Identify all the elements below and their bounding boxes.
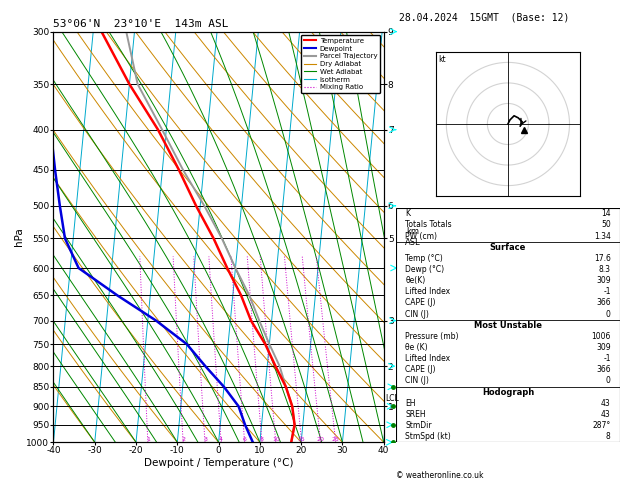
Text: 53°06'N  23°10'E  143m ASL: 53°06'N 23°10'E 143m ASL <box>53 19 229 30</box>
Text: 8.3: 8.3 <box>599 265 611 274</box>
Text: 4: 4 <box>219 437 223 442</box>
Text: 28.04.2024  15GMT  (Base: 12): 28.04.2024 15GMT (Base: 12) <box>399 12 570 22</box>
Y-axis label: hPa: hPa <box>13 227 23 246</box>
Text: Pressure (mb): Pressure (mb) <box>405 332 459 341</box>
Text: θe (K): θe (K) <box>405 343 428 352</box>
Text: Lifted Index: Lifted Index <box>405 354 450 363</box>
Text: 3: 3 <box>203 437 207 442</box>
Text: Most Unstable: Most Unstable <box>474 321 542 330</box>
Text: CAPE (J): CAPE (J) <box>405 298 436 308</box>
Text: StmSpd (kt): StmSpd (kt) <box>405 432 451 441</box>
Text: 15: 15 <box>298 437 306 442</box>
Text: Totals Totals: Totals Totals <box>405 220 452 229</box>
Text: 8: 8 <box>260 437 264 442</box>
X-axis label: Dewpoint / Temperature (°C): Dewpoint / Temperature (°C) <box>144 458 293 468</box>
Text: 43: 43 <box>601 410 611 419</box>
Legend: Temperature, Dewpoint, Parcel Trajectory, Dry Adiabat, Wet Adiabat, Isotherm, Mi: Temperature, Dewpoint, Parcel Trajectory… <box>301 35 380 93</box>
Text: Hodograph: Hodograph <box>482 388 534 397</box>
Text: 2: 2 <box>181 437 185 442</box>
Text: -1: -1 <box>603 354 611 363</box>
Text: Lifted Index: Lifted Index <box>405 287 450 296</box>
Text: 17.6: 17.6 <box>594 254 611 263</box>
Text: Surface: Surface <box>490 243 526 252</box>
Text: 25: 25 <box>331 437 340 442</box>
Text: © weatheronline.co.uk: © weatheronline.co.uk <box>396 471 484 480</box>
Text: 366: 366 <box>596 365 611 374</box>
Text: 6: 6 <box>243 437 247 442</box>
Text: PW (cm): PW (cm) <box>405 231 437 241</box>
Text: CAPE (J): CAPE (J) <box>405 365 436 374</box>
Text: SREH: SREH <box>405 410 426 419</box>
Text: 287°: 287° <box>593 421 611 430</box>
Text: -1: -1 <box>603 287 611 296</box>
Text: 309: 309 <box>596 343 611 352</box>
Y-axis label: km
ASL: km ASL <box>405 227 421 246</box>
Text: 14: 14 <box>601 209 611 218</box>
Text: 1: 1 <box>146 437 150 442</box>
Text: 10: 10 <box>272 437 280 442</box>
Text: 1.34: 1.34 <box>594 231 611 241</box>
Text: Dewp (°C): Dewp (°C) <box>405 265 444 274</box>
Text: StmDir: StmDir <box>405 421 432 430</box>
Text: θe(K): θe(K) <box>405 276 425 285</box>
Text: CIN (J): CIN (J) <box>405 377 429 385</box>
Text: K: K <box>405 209 410 218</box>
Text: 43: 43 <box>601 399 611 408</box>
Text: LCL: LCL <box>385 394 399 403</box>
Text: 0: 0 <box>606 310 611 318</box>
Text: kt: kt <box>438 55 446 64</box>
Text: Temp (°C): Temp (°C) <box>405 254 443 263</box>
Text: 1006: 1006 <box>591 332 611 341</box>
Text: 50: 50 <box>601 220 611 229</box>
Text: 366: 366 <box>596 298 611 308</box>
Text: CIN (J): CIN (J) <box>405 310 429 318</box>
Text: EH: EH <box>405 399 416 408</box>
Text: 8: 8 <box>606 432 611 441</box>
Text: 20: 20 <box>316 437 325 442</box>
Text: 0: 0 <box>606 377 611 385</box>
Text: 309: 309 <box>596 276 611 285</box>
